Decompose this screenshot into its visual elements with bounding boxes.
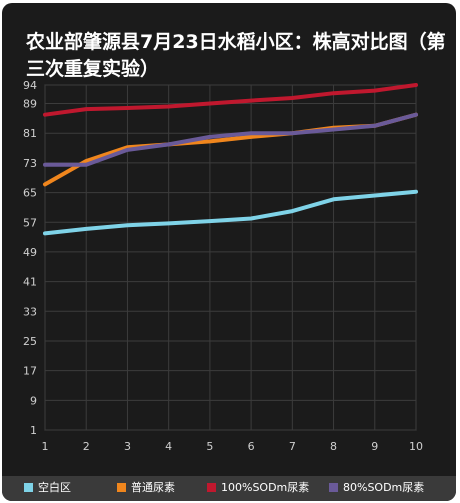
legend-label: 普通尿素 — [131, 481, 175, 494]
legend-item: 空白区 — [24, 481, 71, 495]
y-tick-label: 33 — [23, 305, 37, 318]
x-tick-label: 1 — [42, 440, 49, 453]
legend-item: 普通尿素 — [117, 481, 175, 495]
x-tick-label: 9 — [371, 440, 378, 453]
x-tick-label: 4 — [165, 440, 172, 453]
y-tick-label: 65 — [23, 187, 37, 200]
legend-swatch — [117, 483, 126, 492]
y-tick-label: 89 — [23, 98, 37, 111]
x-tick-label: 8 — [330, 440, 337, 453]
x-tick-label: 5 — [206, 440, 213, 453]
legend-swatch — [207, 483, 216, 492]
y-tick-label: 94 — [23, 79, 37, 92]
plot-background — [44, 84, 417, 431]
series-line — [43, 83, 418, 117]
legend-label: 100%SODm尿素 — [221, 481, 310, 494]
legend-swatch — [329, 483, 338, 492]
chart-title: 农业部肇源县7月23日水稻小区：株高对比图（第三次重复实验） — [26, 31, 446, 80]
legend-item: 80%SODm尿素 — [329, 481, 424, 495]
x-tick-label: 7 — [289, 440, 296, 453]
legend-label: 空白区 — [38, 481, 71, 494]
y-tick-label: 57 — [23, 216, 37, 229]
legend: 空白区 普通尿素 100%SODm尿素 80%SODm尿素 — [2, 476, 456, 501]
y-tick-label: 73 — [23, 157, 37, 170]
y-tick-label: 81 — [23, 127, 37, 140]
legend-item: 100%SODm尿素 — [207, 481, 309, 495]
y-tick-label: 9 — [30, 394, 37, 407]
x-tick-label: 2 — [83, 440, 90, 453]
y-tick-label: 41 — [23, 276, 37, 289]
y-tick-label: 1 — [30, 424, 37, 437]
x-tick-label: 10 — [409, 440, 423, 453]
x-tick-label: 3 — [124, 440, 131, 453]
legend-swatch — [24, 483, 33, 492]
legend-label: 80%SODm尿素 — [343, 481, 425, 494]
x-tick-label: 6 — [248, 440, 255, 453]
series-line — [43, 189, 418, 236]
y-tick-label: 49 — [23, 246, 37, 259]
chart-frame: 农业部肇源县7月23日水稻小区：株高对比图（第三次重复实验） 1 9 17 25 33 4… — [2, 3, 456, 501]
series-line — [43, 112, 418, 167]
y-tick-label: 17 — [23, 365, 37, 378]
y-tick-label: 25 — [23, 335, 37, 348]
